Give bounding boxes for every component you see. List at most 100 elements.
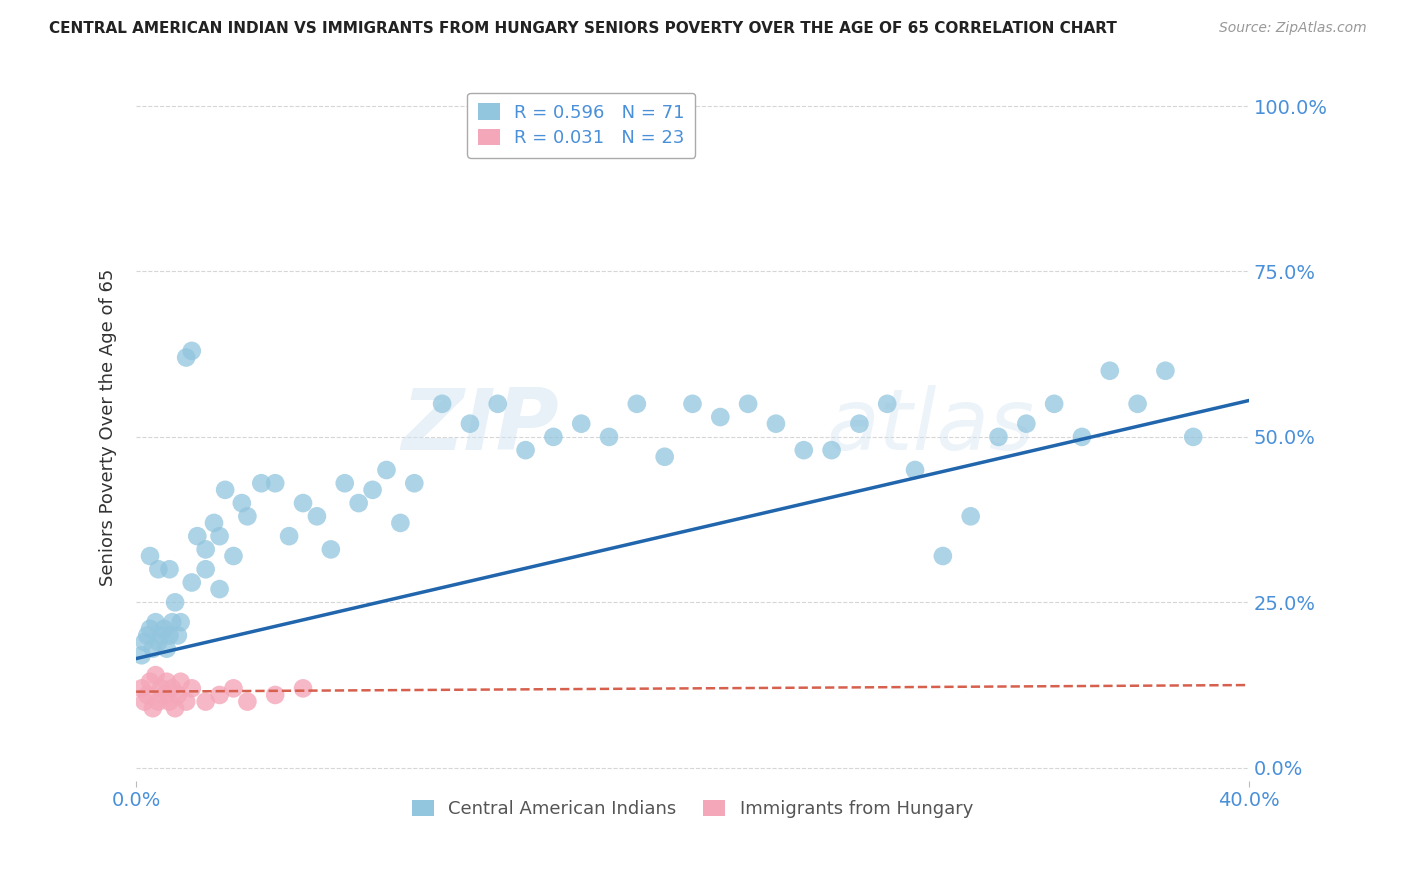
Point <box>292 681 315 696</box>
Point <box>150 681 173 696</box>
Point <box>180 575 202 590</box>
Legend: Central American Indians, Immigrants from Hungary: Central American Indians, Immigrants fro… <box>405 792 980 825</box>
Point <box>150 628 173 642</box>
Point <box>148 695 170 709</box>
Point <box>174 351 197 365</box>
Point <box>626 397 648 411</box>
Point <box>142 701 165 715</box>
Point <box>430 397 453 411</box>
Point <box>404 476 426 491</box>
Point <box>543 430 565 444</box>
Point <box>264 688 287 702</box>
Point <box>231 496 253 510</box>
Point <box>159 695 181 709</box>
Point <box>333 476 356 491</box>
Point <box>236 695 259 709</box>
Point <box>598 430 620 444</box>
Point <box>180 681 202 696</box>
Point <box>169 615 191 630</box>
Point <box>153 688 176 702</box>
Point <box>131 681 153 696</box>
Point <box>250 476 273 491</box>
Point <box>876 397 898 411</box>
Point <box>214 483 236 497</box>
Point <box>1098 364 1121 378</box>
Point <box>347 496 370 510</box>
Point <box>156 641 179 656</box>
Point <box>264 476 287 491</box>
Point <box>194 695 217 709</box>
Text: Source: ZipAtlas.com: Source: ZipAtlas.com <box>1219 21 1367 35</box>
Point <box>148 635 170 649</box>
Point <box>165 595 187 609</box>
Point <box>848 417 870 431</box>
Point <box>208 582 231 596</box>
Point <box>1154 364 1177 378</box>
Point <box>142 641 165 656</box>
Point <box>136 628 159 642</box>
Point <box>139 549 162 563</box>
Point <box>820 443 842 458</box>
Point <box>145 615 167 630</box>
Point <box>162 681 184 696</box>
Point <box>375 463 398 477</box>
Point <box>765 417 787 431</box>
Point <box>1126 397 1149 411</box>
Point <box>148 562 170 576</box>
Point <box>319 542 342 557</box>
Point <box>361 483 384 497</box>
Point <box>174 695 197 709</box>
Point <box>145 668 167 682</box>
Point <box>1071 430 1094 444</box>
Point <box>515 443 537 458</box>
Point <box>202 516 225 530</box>
Text: ZIP: ZIP <box>401 385 560 468</box>
Point <box>166 628 188 642</box>
Point <box>131 648 153 663</box>
Point <box>194 542 217 557</box>
Point <box>1043 397 1066 411</box>
Point <box>162 615 184 630</box>
Point <box>136 688 159 702</box>
Point <box>682 397 704 411</box>
Point <box>1015 417 1038 431</box>
Point <box>793 443 815 458</box>
Point <box>159 562 181 576</box>
Point <box>156 674 179 689</box>
Point <box>1182 430 1205 444</box>
Point <box>737 397 759 411</box>
Point <box>389 516 412 530</box>
Point <box>222 681 245 696</box>
Point <box>186 529 208 543</box>
Point <box>134 635 156 649</box>
Text: CENTRAL AMERICAN INDIAN VS IMMIGRANTS FROM HUNGARY SENIORS POVERTY OVER THE AGE : CENTRAL AMERICAN INDIAN VS IMMIGRANTS FR… <box>49 21 1118 36</box>
Point <box>458 417 481 431</box>
Point <box>305 509 328 524</box>
Point <box>486 397 509 411</box>
Point <box>166 688 188 702</box>
Point <box>904 463 927 477</box>
Point <box>654 450 676 464</box>
Point <box>932 549 955 563</box>
Point <box>194 562 217 576</box>
Point <box>180 343 202 358</box>
Point <box>153 622 176 636</box>
Point <box>139 674 162 689</box>
Point <box>208 688 231 702</box>
Point <box>169 674 191 689</box>
Point <box>159 628 181 642</box>
Point <box>222 549 245 563</box>
Point <box>278 529 301 543</box>
Text: atlas: atlas <box>825 385 1033 468</box>
Y-axis label: Seniors Poverty Over the Age of 65: Seniors Poverty Over the Age of 65 <box>100 268 117 586</box>
Point <box>709 410 731 425</box>
Point <box>139 622 162 636</box>
Point <box>959 509 981 524</box>
Point <box>134 695 156 709</box>
Point <box>292 496 315 510</box>
Point <box>987 430 1010 444</box>
Point <box>569 417 592 431</box>
Point <box>165 701 187 715</box>
Point <box>236 509 259 524</box>
Point <box>208 529 231 543</box>
